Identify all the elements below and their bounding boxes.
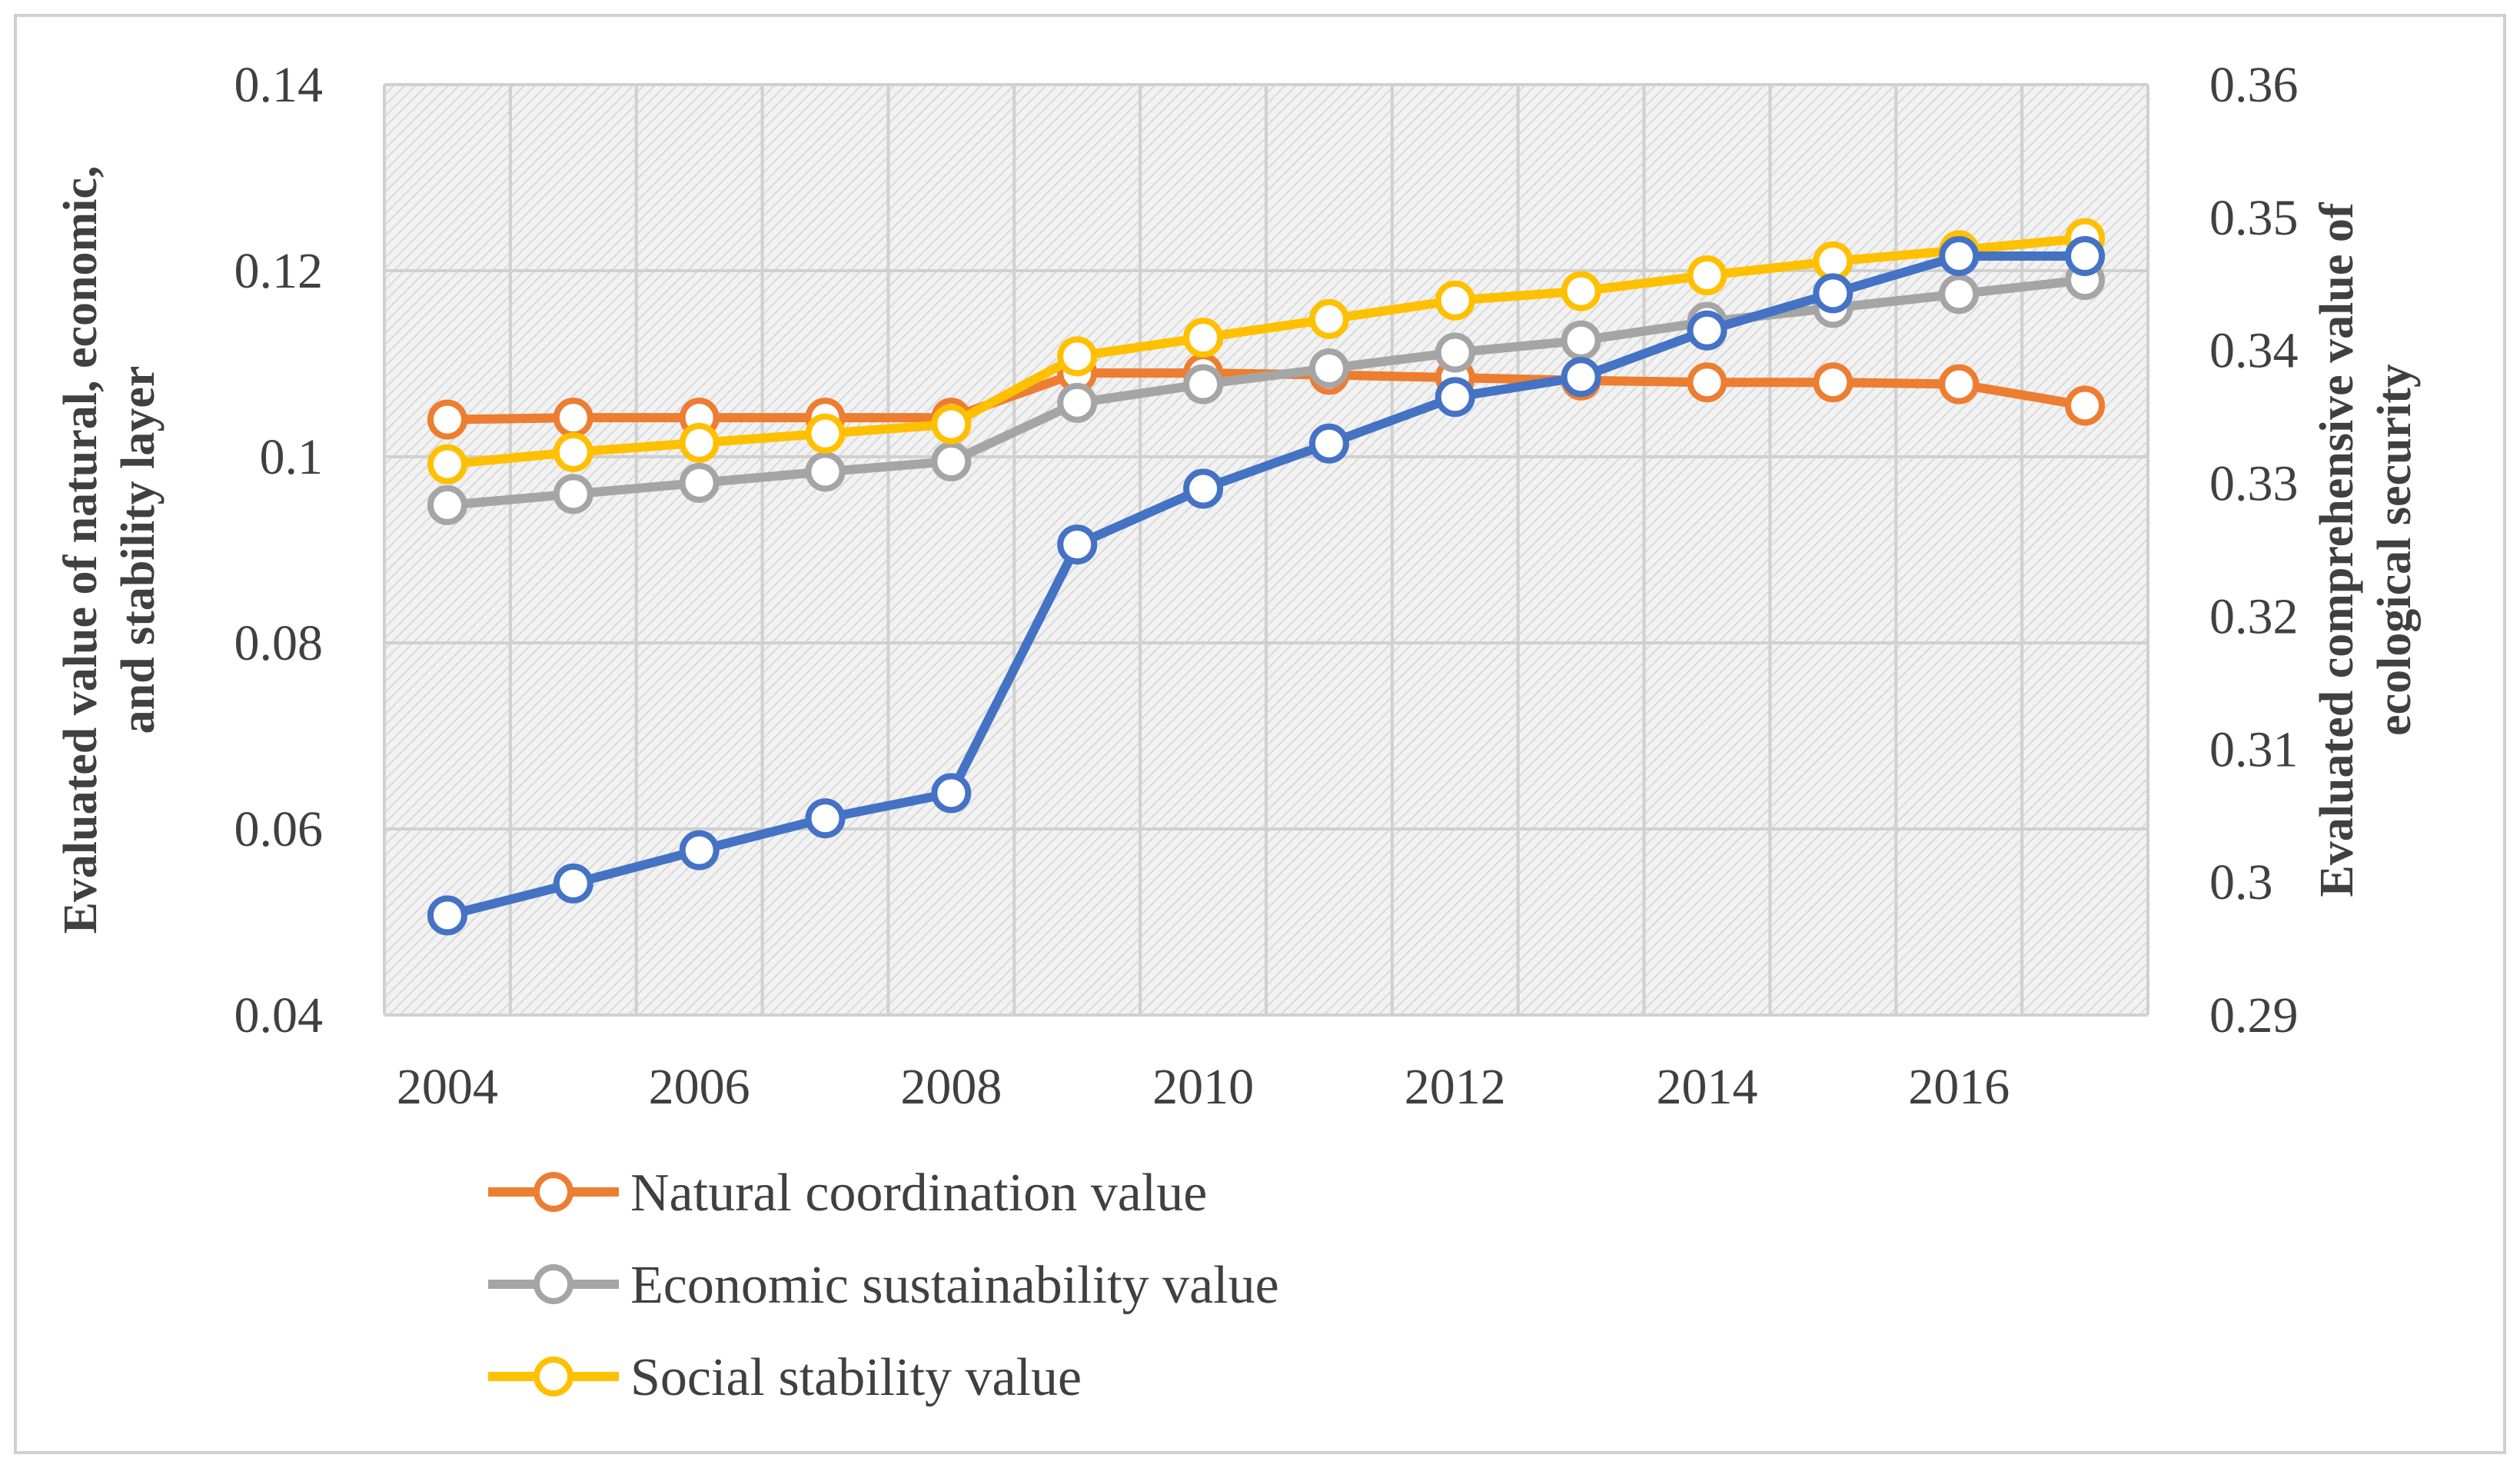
series-line-comprehensive-value-of-ecological-security <box>442 251 2090 920</box>
data-point <box>1939 274 1980 315</box>
data-point <box>2065 385 2106 426</box>
data-point <box>553 474 593 514</box>
data-point <box>679 462 720 503</box>
y-right-tick-label: 0.33 <box>2209 456 2299 512</box>
y-right-axis-title-line: ecological security <box>2369 364 2421 736</box>
data-point <box>1435 377 1475 418</box>
data-point <box>427 895 467 936</box>
y-left-axis-title-line: Evaluated value of natural, economic, <box>55 166 107 934</box>
data-point <box>1561 271 1601 311</box>
x-tick-label: 2004 <box>397 1059 498 1115</box>
y-left-axis-title: Evaluated value of natural, economic, and… <box>55 166 165 934</box>
data-point <box>805 413 846 454</box>
y-right-tick-label: 0.29 <box>2209 987 2299 1044</box>
legend: Natural coordination value Economic susta… <box>488 1163 1279 1407</box>
data-point <box>427 444 467 484</box>
y-left-tick-label: 0.04 <box>234 987 324 1044</box>
data-point <box>1687 310 1727 351</box>
data-point <box>553 863 593 904</box>
legend-item: Natural coordination value <box>488 1163 1207 1223</box>
data-point <box>1308 348 1349 389</box>
legend-label: Natural coordination value <box>630 1163 1207 1223</box>
data-point <box>1435 280 1475 321</box>
y-left-tick-label: 0.08 <box>234 615 324 671</box>
x-tick-label: 2014 <box>1657 1059 1758 1115</box>
data-point <box>1687 362 1727 403</box>
y-right-tick-label: 0.34 <box>2209 323 2299 379</box>
data-point <box>1939 364 1980 404</box>
series-line-economic-sustainability-value <box>442 275 2090 510</box>
data-point <box>1813 241 1853 281</box>
data-point <box>931 441 972 482</box>
y-right-tick-label: 0.31 <box>2209 721 2299 777</box>
data-point <box>1057 336 1098 377</box>
y-right-axis-title: Evaluated comprehensive value of ecologic… <box>2311 201 2421 897</box>
legend-label: Social stability value <box>630 1348 1082 1407</box>
y-right-axis-title-line: Evaluated comprehensive value of <box>2311 201 2363 897</box>
data-point <box>1308 423 1349 464</box>
series-layer <box>427 218 2106 936</box>
data-point <box>679 830 720 870</box>
y-left-axis-title-line: and stability layer <box>112 366 165 734</box>
gridlines <box>383 83 2149 1017</box>
legend-swatch-marker <box>534 1172 573 1212</box>
y-right-tick-label: 0.3 <box>2209 854 2273 910</box>
data-point <box>1183 318 1224 358</box>
legend-swatch-marker <box>534 1264 573 1304</box>
data-point <box>553 398 593 438</box>
y-right-tick-label: 0.32 <box>2209 588 2299 644</box>
y-right-tick-label: 0.36 <box>2209 57 2299 113</box>
data-point <box>931 773 972 814</box>
data-point <box>1939 235 1980 276</box>
data-point <box>2065 235 2106 276</box>
axes-labels: 0.04 0.06 0.08 0.1 0.12 0.14 0.29 0.3 0.31 0.32 0.… <box>55 57 2421 1115</box>
legend-item: Economic sustainability value <box>488 1256 1279 1315</box>
data-point <box>1183 468 1224 509</box>
y-left-tick-label: 0.14 <box>234 57 324 113</box>
data-point <box>931 404 972 444</box>
x-tick-label: 2006 <box>649 1059 750 1115</box>
data-point <box>1561 357 1601 398</box>
data-point <box>679 422 720 463</box>
data-point <box>1813 362 1853 403</box>
y-left-tick-label: 0.06 <box>234 801 324 857</box>
data-point <box>427 484 467 525</box>
legend-item: Social stability value <box>488 1348 1082 1407</box>
data-point <box>427 399 467 440</box>
legend-label: Economic sustainability value <box>630 1256 1279 1315</box>
y-left-tick-label: 0.1 <box>260 429 324 485</box>
series-comprehensive-value-of-ecological-security <box>427 235 2106 936</box>
data-point <box>1183 364 1224 404</box>
data-point <box>1561 320 1601 361</box>
data-point <box>1057 524 1098 565</box>
data-point <box>1308 298 1349 339</box>
data-point <box>1435 332 1475 373</box>
y-left-tick-label: 0.12 <box>234 243 324 299</box>
x-tick-label: 2010 <box>1152 1059 1254 1115</box>
legend-swatch-marker <box>534 1356 573 1396</box>
data-point <box>1057 382 1098 423</box>
x-tick-label: 2016 <box>1908 1059 2010 1115</box>
data-point <box>553 431 593 472</box>
x-tick-label: 2012 <box>1405 1059 1506 1115</box>
x-tick-label: 2008 <box>900 1059 1002 1115</box>
series-line-social-stability-value <box>442 233 2090 469</box>
data-point <box>1813 273 1853 314</box>
y-right-tick-label: 0.35 <box>2209 190 2299 246</box>
data-point <box>805 798 846 839</box>
series-social-stability-value <box>427 218 2106 484</box>
data-point <box>805 451 846 492</box>
data-point <box>1687 255 1727 296</box>
